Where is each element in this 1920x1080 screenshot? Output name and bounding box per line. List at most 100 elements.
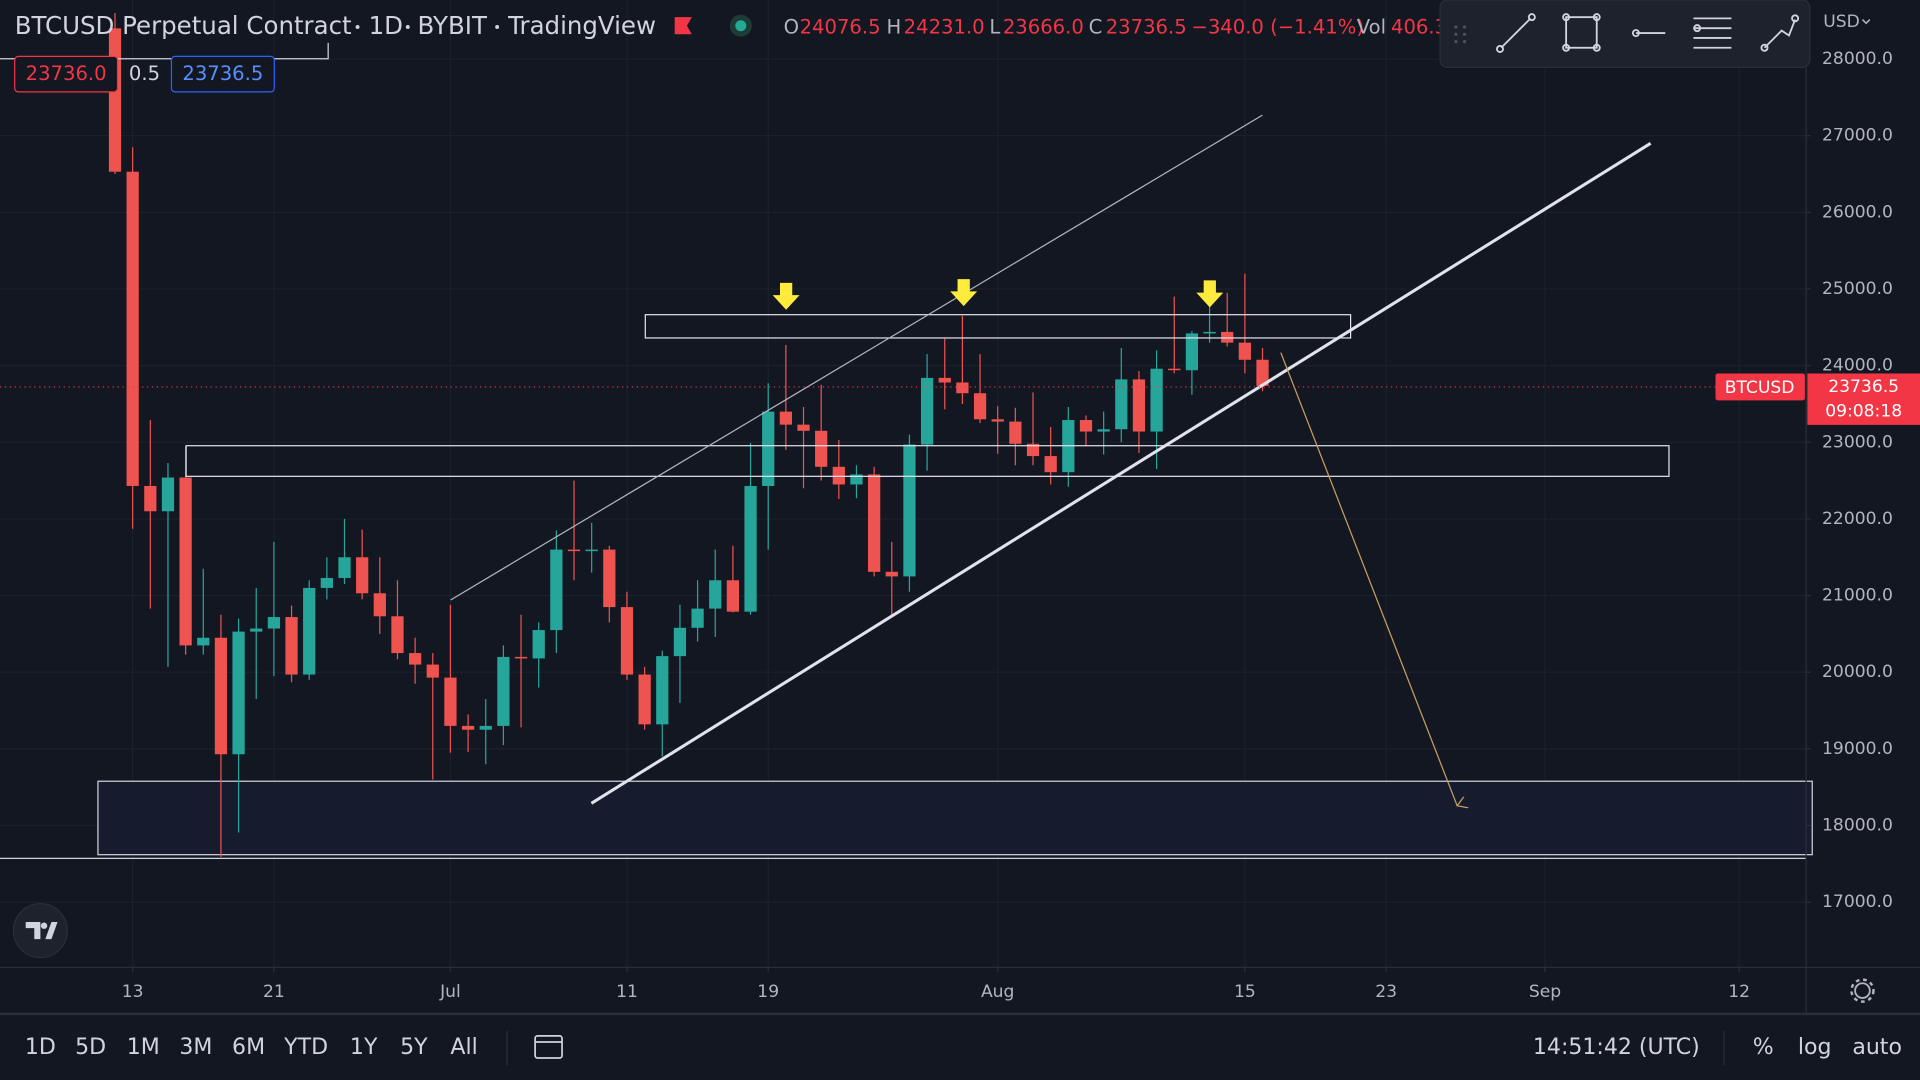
ask-box[interactable] — [170, 55, 275, 93]
countdown: 09:08:18 — [1825, 401, 1902, 421]
trend-tool[interactable] — [1496, 13, 1536, 53]
candle-body — [1097, 429, 1110, 432]
period-button[interactable]: 1D — [25, 1035, 56, 1060]
candle-body — [373, 593, 386, 617]
candle-body — [850, 474, 863, 485]
candle-body — [108, 28, 122, 172]
path-tool[interactable] — [1760, 14, 1800, 52]
candle-body — [303, 587, 316, 675]
y-tick-label: 26000.0 — [1822, 202, 1893, 222]
symbol-price-tag — [1715, 373, 1805, 401]
last-price: 23736.5 — [1828, 377, 1899, 397]
y-tick-label: 28000.0 — [1822, 49, 1893, 69]
date-range-icon[interactable] — [534, 1035, 563, 1059]
candle-body — [514, 656, 528, 659]
log-toggle[interactable]: log — [1798, 1035, 1832, 1060]
candle-body — [1238, 342, 1251, 360]
separator — [495, 24, 500, 29]
candle-body — [532, 630, 545, 659]
currency[interactable]: USD — [1823, 12, 1860, 32]
x-tick-label: 13 — [122, 982, 144, 1002]
source: TradingView — [507, 11, 656, 40]
candle-body — [620, 607, 634, 675]
candle-body — [885, 571, 898, 577]
candle-body — [938, 377, 951, 383]
period-button[interactable]: 1Y — [350, 1035, 378, 1060]
x-tick-label: 19 — [757, 982, 779, 1002]
x-tick-label: Aug — [981, 982, 1014, 1002]
auto-toggle[interactable]: auto — [1852, 1035, 1902, 1060]
y-tick-label: 17000.0 — [1822, 892, 1893, 912]
bid: 23736.0 — [26, 62, 107, 85]
x-tick-label: Sep — [1529, 982, 1561, 1002]
candle-body — [709, 580, 722, 609]
last-price-tag — [1807, 373, 1920, 425]
separator — [405, 24, 410, 29]
x-tick-label: 11 — [616, 982, 638, 1002]
candle-body — [338, 557, 351, 578]
exchange: BYBIT — [418, 11, 488, 40]
candle-body — [144, 485, 157, 512]
separator — [355, 24, 360, 29]
candle-body — [567, 549, 581, 552]
candle-body — [956, 382, 969, 394]
clock[interactable]: 14:51:42 (UTC) — [1533, 1035, 1700, 1060]
period-button[interactable]: All — [450, 1035, 477, 1060]
logo-mark — [25, 922, 58, 940]
candle-body — [991, 419, 1004, 422]
grip — [1454, 25, 1467, 44]
toolbar-panel — [1439, 0, 1811, 68]
rectangle-tool[interactable] — [1562, 13, 1601, 52]
flag-icon[interactable] — [674, 17, 692, 35]
horizontal-ray-tool[interactable] — [1631, 29, 1666, 38]
x-tick-label: Jul — [439, 982, 461, 1002]
candle-body — [356, 557, 369, 594]
bid-box[interactable] — [14, 55, 119, 93]
settings[interactable] — [1850, 978, 1875, 1003]
arrow-marker — [1196, 280, 1224, 308]
candle-body — [656, 656, 669, 725]
candle-body — [232, 631, 245, 755]
candle-body — [1132, 379, 1146, 432]
period-button[interactable]: 3M — [179, 1035, 212, 1060]
percent-toggle[interactable]: % — [1753, 1035, 1774, 1060]
period-button[interactable]: 1M — [127, 1035, 160, 1060]
fib-tool[interactable] — [1693, 17, 1732, 49]
channel-line — [450, 114, 1263, 601]
volume: 406.3 — [1391, 16, 1447, 39]
ohlc-key: L — [989, 16, 1000, 39]
y-tick-label: 19000.0 — [1822, 739, 1893, 759]
symbol: BTCUSD Perpetual Contract — [15, 11, 352, 40]
period-button[interactable]: 5D — [75, 1035, 106, 1060]
symbol-tag: BTCUSD — [1725, 378, 1795, 398]
x-tick-label: 21 — [263, 982, 285, 1002]
x-tick-label: 23 — [1375, 982, 1397, 1002]
drawing-toolbar: USD — [1439, 0, 1871, 68]
candle-body — [497, 656, 510, 726]
y-tick-label: 21000.0 — [1822, 586, 1893, 606]
period-button[interactable]: 5Y — [400, 1035, 428, 1060]
candle-body — [603, 549, 616, 608]
candle-body — [673, 627, 687, 657]
candle-body — [550, 549, 563, 631]
period-button[interactable]: YTD — [283, 1035, 328, 1060]
candle-body — [1009, 421, 1022, 444]
candle-body — [391, 616, 404, 654]
candle-body — [426, 664, 439, 678]
candle-body — [1026, 443, 1040, 457]
ohlc-value: 23666.0 — [1003, 16, 1084, 39]
ohlc-key: H — [887, 16, 902, 39]
ohlc-key: C — [1089, 16, 1103, 39]
arrow-marker — [772, 282, 800, 310]
candle-body — [815, 430, 828, 467]
ohlc-value: 23736.5 — [1106, 16, 1187, 39]
candle-body — [797, 424, 810, 431]
period-button[interactable]: 6M — [232, 1035, 265, 1060]
candle-body — [638, 674, 651, 725]
status-dot — [735, 20, 747, 32]
candle-body — [973, 393, 987, 420]
candle-body — [214, 637, 228, 755]
candle-body — [444, 677, 457, 726]
